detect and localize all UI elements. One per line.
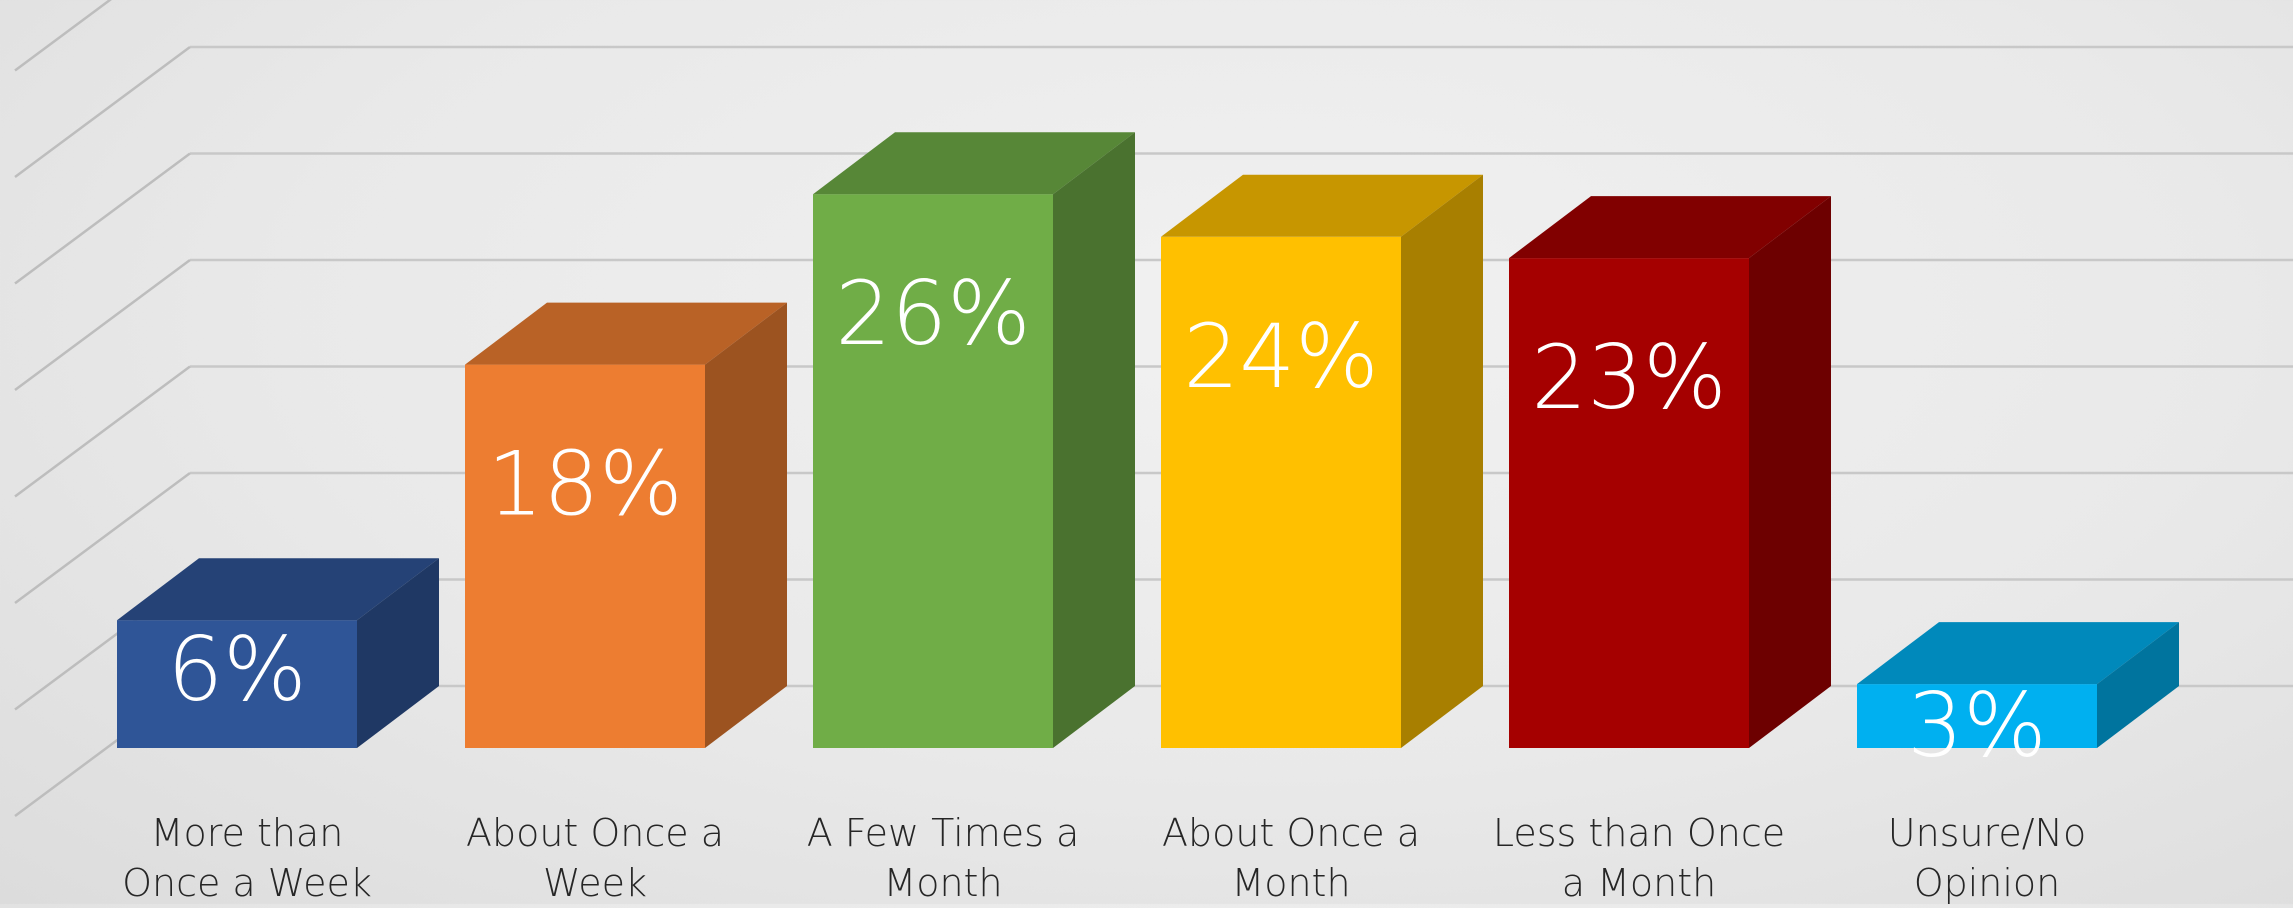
bar-side [1749,196,1831,749]
gridline-side [14,365,191,498]
data-label: 3% [1907,674,2047,777]
bar-top [1857,622,2179,685]
data-label: 26% [835,262,1031,365]
gridline-side [14,258,191,392]
bar-top [465,302,787,365]
gridline-side [14,471,191,605]
data-label: 18% [487,433,683,536]
bar-front [1161,236,1401,749]
bar-front [1857,684,2097,748]
bar-top [117,558,439,621]
category-label: About Once a Month [1161,811,1421,905]
bars: 6% 18% 26% 24% 23% 3% [117,132,2179,777]
data-label: 6% [167,618,307,721]
category-label: More than Once a Week [122,811,372,905]
data-label: 23% [1531,326,1727,429]
category-label: A Few Times a Month [806,811,1080,905]
bar-top [1161,174,1483,237]
category-label: About Once a Week [465,811,725,905]
bar-front [1509,258,1749,748]
bar-side [2097,622,2179,748]
bar-side [1053,132,1135,748]
category-label: Less than Once a Month [1492,811,1786,905]
bar-front [813,194,1053,748]
bar-front [465,364,705,748]
bar-top [813,132,1135,195]
category-label: Unsure/No Opinion [1887,811,2087,905]
bar-side [357,558,439,748]
gridline-side [14,45,191,179]
gridline-side [14,152,191,285]
bar-top [1509,196,1831,259]
bar-front [117,620,357,748]
data-label: 24% [1183,305,1379,408]
gridline-side [14,0,113,72]
bar-side [705,302,787,748]
bar-side [1401,174,1483,749]
